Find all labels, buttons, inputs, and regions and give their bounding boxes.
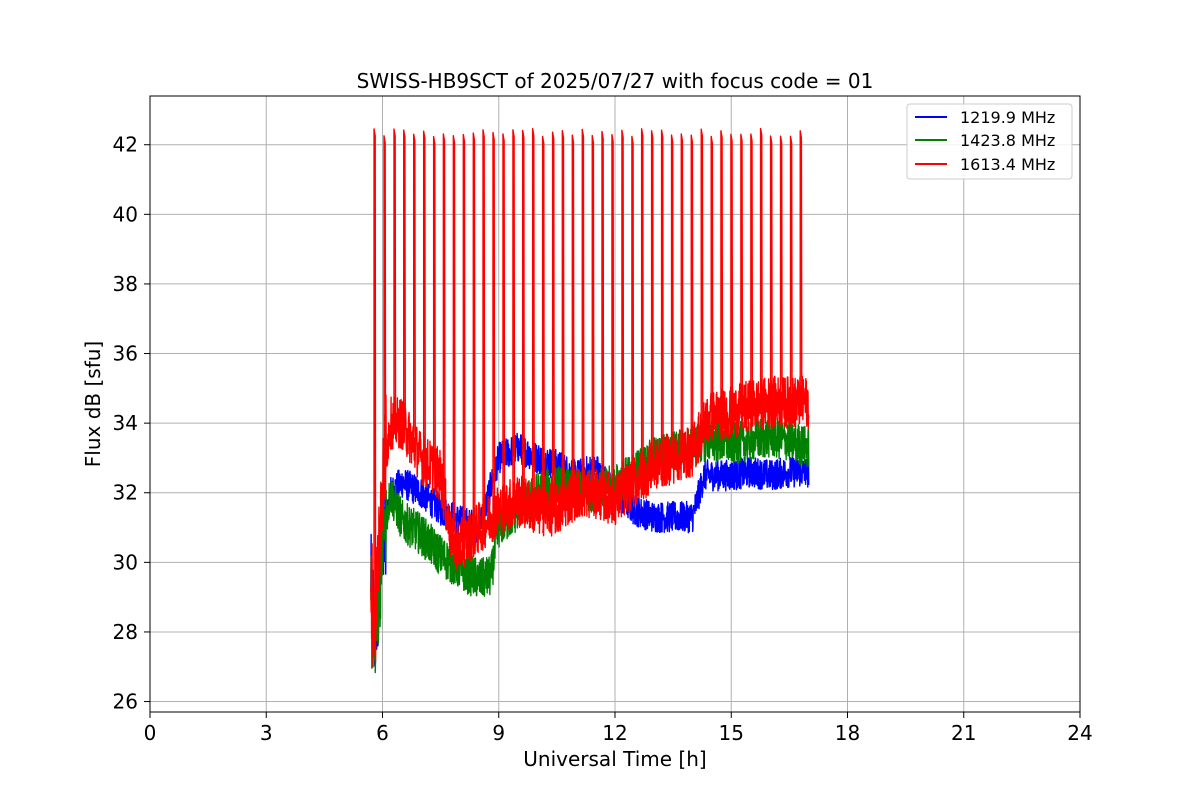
x-tick-label: 0 [144, 721, 157, 745]
y-axis-title: Flux dB [sfu] [81, 341, 105, 467]
legend: 1219.9 MHz 1423.8 MHz 1613.4 MHz [906, 103, 1073, 180]
legend-label-1423-8-mhz: 1423.8 MHz [960, 131, 1055, 150]
y-tick-label: 30 [113, 550, 138, 574]
x-tick-label: 18 [835, 721, 860, 745]
y-tick-label: 40 [113, 202, 138, 226]
y-tick-label: 36 [113, 342, 138, 366]
y-tick-label: 42 [113, 133, 138, 157]
series-line-1613-4-mhz [370, 127, 810, 668]
legend-box [906, 103, 1073, 180]
x-axis-title: Universal Time [h] [523, 747, 706, 771]
x-tick-label: 3 [260, 721, 273, 745]
y-tick-label: 32 [113, 481, 138, 505]
x-tick-label: 6 [376, 721, 389, 745]
series-layer [370, 127, 810, 674]
x-tick-label: 15 [719, 721, 744, 745]
x-tick-label: 12 [602, 721, 627, 745]
chart-title: SWISS-HB9SCT of 2025/07/27 with focus co… [357, 69, 874, 93]
x-tick-label: 24 [1067, 721, 1092, 745]
y-tick-label: 38 [113, 272, 138, 296]
y-tick-label: 26 [113, 690, 138, 714]
legend-label-1219-9-mhz: 1219.9 MHz [960, 108, 1055, 127]
x-tick-label: 9 [492, 721, 505, 745]
y-tick-label: 34 [113, 411, 138, 435]
y-tick-label: 28 [113, 620, 138, 644]
x-tick-label: 21 [951, 721, 976, 745]
legend-label-1613-4-mhz: 1613.4 MHz [960, 155, 1055, 174]
